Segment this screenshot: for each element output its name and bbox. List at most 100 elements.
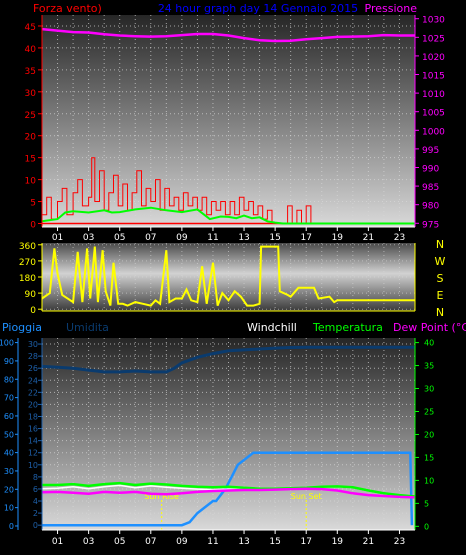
chart-center-title: 24 hour graph day 14 Gennaio 2015 [158, 2, 358, 15]
wind-tick-label: 35 [25, 67, 36, 77]
temperature-tick-label: 0 [424, 522, 429, 531]
pressure-tick-label: 975 [422, 220, 439, 230]
pressure-tick-label: 980 [422, 202, 439, 212]
chart-right-title: Pressione [365, 2, 418, 15]
wind-tick-label: 45 [25, 23, 36, 33]
temp-x-tick-label: 09 [176, 537, 188, 547]
humidity-tick-label: 12 [28, 449, 38, 458]
legend-dewpoint: Dew Point (°C) [393, 321, 466, 334]
sun-marker-label: Sun Rise [144, 492, 179, 501]
wind-tick-label: 10 [25, 177, 37, 187]
temp-x-tick-label: 01 [52, 537, 63, 547]
humidity-tick-label: 0 [33, 521, 38, 530]
temp-x-tick-label: 13 [238, 537, 249, 547]
pressure-tick-label: 1010 [422, 90, 445, 100]
wind-tick-label: 0 [30, 220, 36, 230]
wind-tick-label: 15 [25, 155, 36, 165]
temperature-tick-label: 20 [424, 430, 434, 439]
pressure-tick-label: 1020 [422, 53, 445, 63]
rain-tick-label: 100 [0, 339, 14, 348]
temp-x-tick-label: 21 [363, 537, 374, 547]
pressure-tick-label: 1015 [422, 72, 445, 82]
humidity-tick-label: 16 [28, 425, 38, 434]
wind-x-tick-label: 21 [363, 233, 374, 243]
rain-tick-label: 30 [4, 467, 14, 476]
humidity-tick-label: 8 [33, 473, 38, 482]
temperature-tick-label: 30 [424, 385, 434, 394]
temp-x-tick-label: 05 [114, 537, 125, 547]
wind-x-tick-label: 13 [238, 233, 249, 243]
compass-label: N [436, 306, 444, 319]
wind-x-tick-label: 19 [332, 233, 344, 243]
series-dewpoint [41, 487, 416, 499]
humidity-tick-label: 30 [28, 340, 38, 349]
rain-tick-label: 0 [9, 522, 14, 531]
wind-x-tick-label: 11 [207, 233, 218, 243]
direction-tick-label: 90 [25, 290, 37, 300]
temperature-tick-label: 40 [424, 339, 434, 348]
humidity-tick-label: 2 [33, 509, 38, 518]
temperature-tick-label: 5 [424, 499, 429, 508]
pressure-tick-label: 995 [422, 146, 439, 156]
compass-label: W [435, 255, 446, 268]
wind-x-tick-label: 05 [114, 233, 125, 243]
direction-tick-label: 360 [19, 242, 36, 252]
humidity-tick-label: 26 [28, 364, 38, 373]
humidity-tick-label: 6 [33, 485, 38, 494]
temp-x-tick-label: 19 [332, 537, 344, 547]
temp-x-tick-label: 17 [300, 537, 311, 547]
compass-label: E [437, 289, 444, 302]
wind-x-tick-label: 07 [145, 233, 156, 243]
pressure-tick-label: 985 [422, 183, 439, 193]
humidity-tick-label: 20 [28, 400, 38, 409]
temperature-tick-label: 25 [424, 407, 434, 416]
temp-x-tick-label: 23 [394, 537, 405, 547]
compass-label: S [437, 272, 444, 285]
rain-axis-label: Pioggia [2, 321, 42, 334]
rain-tick-label: 50 [4, 430, 14, 439]
pressure-tick-label: 1000 [422, 127, 445, 137]
series-wind-gust [42, 157, 314, 224]
wind-x-tick-label: 23 [394, 233, 405, 243]
humidity-tick-label: 28 [28, 352, 38, 361]
series-pressure [41, 27, 415, 43]
wind-x-tick-label: 17 [300, 233, 311, 243]
rain-tick-label: 90 [4, 357, 14, 366]
series-temperature [42, 481, 416, 498]
direction-tick-label: 0 [30, 306, 36, 316]
wind-tick-label: 40 [25, 45, 37, 55]
temperature-tick-label: 15 [424, 453, 434, 462]
series-wind-average [41, 206, 415, 225]
pressure-tick-label: 990 [422, 164, 439, 174]
wind-x-tick-label: 01 [52, 233, 63, 243]
temp-x-tick-label: 03 [83, 537, 94, 547]
rain-tick-label: 20 [4, 485, 14, 494]
rain-tick-label: 10 [4, 504, 14, 513]
humidity-tick-label: 24 [28, 376, 38, 385]
pressure-tick-label: 1005 [422, 109, 445, 119]
humidity-tick-label: 22 [28, 388, 38, 397]
series-humidity [41, 345, 415, 374]
humidity-axis-label: Umidita [66, 321, 109, 334]
wind-x-tick-label: 03 [83, 233, 94, 243]
legend-windchill: Windchill [247, 321, 297, 334]
temperature-tick-label: 35 [424, 362, 434, 371]
rain-tick-label: 60 [4, 412, 14, 421]
temp-x-tick-label: 15 [269, 537, 280, 547]
direction-tick-label: 270 [19, 258, 36, 268]
wind-x-tick-label: 09 [176, 233, 188, 243]
compass-label: N [436, 238, 444, 251]
wind-x-tick-label: 15 [269, 233, 280, 243]
humidity-tick-label: 14 [28, 437, 38, 446]
wind-tick-label: 25 [25, 111, 36, 121]
temp-x-tick-label: 11 [207, 537, 218, 547]
series-wind-direction [41, 245, 415, 307]
humidity-tick-label: 10 [28, 461, 38, 470]
rain-tick-label: 80 [4, 375, 14, 384]
temp-x-tick-label: 07 [145, 537, 156, 547]
rain-tick-label: 40 [4, 449, 14, 458]
pressure-tick-label: 1030 [422, 16, 445, 26]
direction-tick-label: 180 [19, 274, 36, 284]
legend-temperature: Temperatura [312, 321, 383, 334]
